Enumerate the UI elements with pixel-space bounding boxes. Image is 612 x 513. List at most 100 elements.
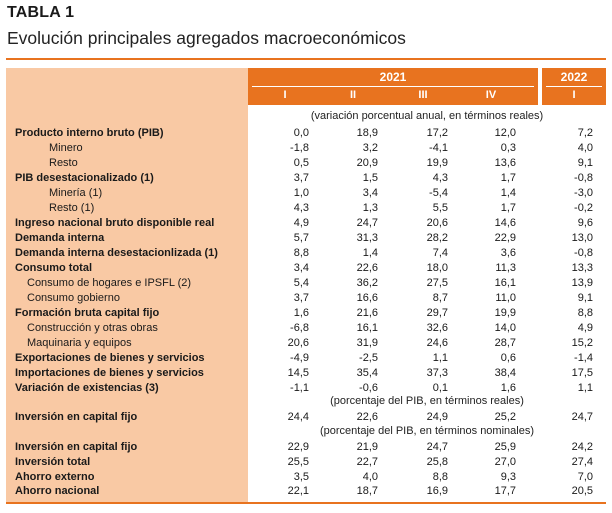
cell-value: 22,6 xyxy=(356,262,378,274)
row-label: Demanda interna desestacionlizada (1) xyxy=(15,247,218,259)
cell-value: 4,0 xyxy=(577,142,593,154)
row-label: Demanda interna xyxy=(15,232,105,244)
cell-value: 7,0 xyxy=(577,471,593,483)
cell-value: 27,4 xyxy=(571,456,593,468)
cell-value: 14,6 xyxy=(494,217,516,229)
cell-value: 4,3 xyxy=(432,172,448,184)
cell-value: 4,9 xyxy=(293,217,309,229)
cell-value: 25,8 xyxy=(426,456,448,468)
cell-value: 14,5 xyxy=(287,367,309,379)
cell-value: 20,6 xyxy=(287,337,309,349)
cell-value: 20,6 xyxy=(426,217,448,229)
table-row: Producto interno bruto (PIB) 0,0 18,9 17,2 1… xyxy=(6,126,606,140)
cell-value: 29,7 xyxy=(426,307,448,319)
table-row: Importaciones de bienes y servicios 14,5 3… xyxy=(6,366,606,380)
table-row: Consumo gobierno 3,7 16,6 8,7 11,0 9,1 xyxy=(6,291,606,305)
table-row: Inversión en capital fijo 22,9 21,9 24,7 25,… xyxy=(6,440,606,454)
row-label: Inversión en capital fijo xyxy=(15,441,138,453)
cell-value: 5,5 xyxy=(432,202,448,214)
cell-value: 11,3 xyxy=(495,262,516,274)
cell-value: -5,4 xyxy=(429,187,448,199)
cell-value: 22,6 xyxy=(356,411,378,423)
table-row: Demanda interna desestacionlizada (1) 8,8… xyxy=(6,246,606,260)
cell-value: -1,4 xyxy=(574,352,593,364)
cell-value: -1,1 xyxy=(290,382,309,394)
cell-value: 1,4 xyxy=(362,247,378,259)
cell-value: 22,1 xyxy=(287,485,309,497)
values-background xyxy=(248,68,606,502)
cell-value: 3,4 xyxy=(293,262,309,274)
cell-value: 28,2 xyxy=(426,232,448,244)
row-label: Variación de existencias (3) xyxy=(15,382,159,394)
table-row: Formación bruta capital fijo 1,6 21,6 29,7 1… xyxy=(6,306,606,320)
table-row: Ahorro externo 3,5 4,0 8,8 9,3 7,0 xyxy=(6,470,606,484)
row-label: PIB desestacionalizado (1) xyxy=(15,172,154,184)
cell-value: 3,7 xyxy=(293,172,309,184)
cell-value: 21,9 xyxy=(356,441,378,453)
year-underline-2022 xyxy=(546,86,602,87)
cell-value: 1,3 xyxy=(362,202,378,214)
row-label: Producto interno bruto (PIB) xyxy=(15,127,164,139)
data-table: 2021 2022 I II III IV I (variación porce… xyxy=(6,68,606,502)
cell-value: 24,2 xyxy=(571,441,593,453)
table-row: Consumo total 3,4 22,6 18,0 11,3 13,3 xyxy=(6,261,606,275)
cell-value: 9,1 xyxy=(577,157,593,169)
table-title: Evolución principales agregados macroeco… xyxy=(7,28,406,48)
cell-value: 11,0 xyxy=(495,292,516,304)
row-label: Resto xyxy=(49,157,78,169)
cell-value: 3,4 xyxy=(362,187,378,199)
cell-value: 22,7 xyxy=(356,456,378,468)
cell-value: 1,6 xyxy=(500,382,516,394)
cell-value: 3,2 xyxy=(362,142,378,154)
cell-value: 4,0 xyxy=(362,471,378,483)
cell-value: -4,1 xyxy=(429,142,448,154)
cell-value: 13,0 xyxy=(571,232,593,244)
cell-value: 1,7 xyxy=(500,202,516,214)
cell-value: 5,4 xyxy=(293,277,309,289)
cell-value: 18,7 xyxy=(356,485,378,497)
cell-value: -0,8 xyxy=(574,247,593,259)
row-label: Minero xyxy=(49,142,83,154)
bottom-rule xyxy=(6,502,606,504)
cell-value: 24,4 xyxy=(287,411,309,423)
cell-value: 1,1 xyxy=(577,382,593,394)
cell-value: 4,9 xyxy=(577,322,593,334)
cell-value: -3,0 xyxy=(574,187,593,199)
row-label: Ahorro externo xyxy=(15,471,95,483)
quarter-header: IV xyxy=(485,89,497,101)
cell-value: 17,5 xyxy=(571,367,593,379)
cell-value: 17,7 xyxy=(494,485,516,497)
cell-value: 25,5 xyxy=(287,456,309,468)
cell-value: 1,0 xyxy=(293,187,309,199)
cell-value: 4,3 xyxy=(293,202,309,214)
cell-value: 3,6 xyxy=(500,247,516,259)
cell-value: 18,9 xyxy=(356,127,378,139)
cell-value: 31,9 xyxy=(356,337,378,349)
table-row: Inversión en capital fijo 24,4 22,6 24,9 25,… xyxy=(6,410,606,424)
row-label: Formación bruta capital fijo xyxy=(15,307,160,319)
cell-value: 0,1 xyxy=(432,382,448,394)
table-label: TABLA 1 xyxy=(7,4,75,21)
cell-value: 8,8 xyxy=(577,307,593,319)
table-row: Maquinaria y equipos 20,6 31,9 24,6 28,7 15,2 xyxy=(6,336,606,350)
cell-value: 13,9 xyxy=(571,277,593,289)
table-row: PIB desestacionalizado (1) 3,7 1,5 4,3 1,7 -0… xyxy=(6,171,606,185)
cell-value: 0,0 xyxy=(293,127,309,139)
cell-value: 1,6 xyxy=(293,307,309,319)
cell-value: 20,5 xyxy=(571,485,593,497)
cell-value: 9,1 xyxy=(577,292,593,304)
cell-value: 3,5 xyxy=(293,471,309,483)
cell-value: 24,7 xyxy=(356,217,378,229)
cell-value: 5,7 xyxy=(293,232,309,244)
table-row: Resto (1) 4,3 1,3 5,5 1,7 -0,2 xyxy=(6,201,606,215)
cell-value: 8,8 xyxy=(293,247,309,259)
cell-value: 19,9 xyxy=(426,157,448,169)
unit-note-pib-real: (porcentaje del PIB, en términos reales) xyxy=(330,395,524,407)
unit-note-pib-nominal: (porcentaje del PIB, en términos nominal… xyxy=(320,425,534,437)
cell-value: -4,9 xyxy=(290,352,309,364)
cell-value: 13,6 xyxy=(494,157,516,169)
table-row: Minería (1) 1,0 3,4 -5,4 1,4 -3,0 xyxy=(6,186,606,200)
table-row: Resto 0,5 20,9 19,9 13,6 9,1 xyxy=(6,156,606,170)
cell-value: 0,5 xyxy=(293,157,309,169)
cell-value: 13,3 xyxy=(571,262,593,274)
